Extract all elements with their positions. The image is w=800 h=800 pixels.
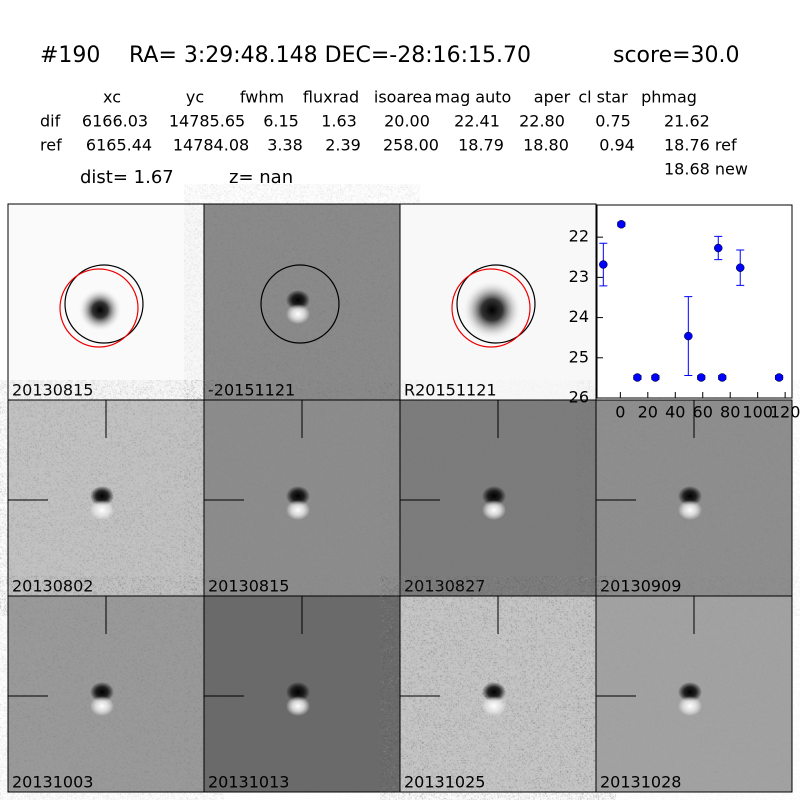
y-tick-label: 24: [569, 307, 589, 326]
panel-label: 20131025: [404, 773, 485, 792]
dipole-dark: [90, 682, 114, 702]
data-point: [774, 373, 784, 382]
data-point: [617, 220, 626, 229]
data-point: [735, 263, 745, 272]
x-tick-label: 100: [742, 403, 773, 422]
source: [78, 288, 122, 332]
panel-border: [595, 595, 793, 793]
data-point: [633, 373, 642, 382]
panel-label: 20131003: [12, 773, 93, 792]
cell: 2.39: [325, 136, 361, 155]
y-tick-label: 23: [569, 267, 589, 286]
data-point: [684, 331, 693, 341]
dipole-light: [90, 500, 114, 520]
dipole-dark: [286, 290, 310, 310]
cell: 14785.65: [169, 112, 245, 131]
panel-label: 20130827: [404, 577, 485, 596]
aperture-ref: [59, 268, 139, 348]
object-id: #190: [40, 43, 100, 68]
x-tick-label: 40: [665, 403, 685, 422]
data-point: [651, 373, 660, 382]
y-tick-label: 22: [569, 227, 589, 246]
dipole-dark: [482, 682, 506, 702]
score: score=30.0: [613, 43, 740, 68]
aperture-ref: [451, 268, 531, 348]
chart-bg: [596, 204, 793, 399]
dipole-light: [678, 696, 702, 716]
phmag-new: 18.68 new: [664, 160, 748, 179]
z: z= nan: [229, 167, 293, 188]
cell: 0.94: [599, 136, 635, 155]
x-tick-label: 60: [693, 403, 713, 422]
cell: 20.00: [384, 112, 430, 131]
x-tick-label: 0: [615, 403, 625, 422]
panel-label: 20130802: [12, 577, 93, 596]
dipole-dark: [286, 682, 310, 702]
dist: dist= 1.67: [80, 167, 174, 188]
column-header: phmag: [641, 88, 697, 107]
cell: 1.63: [321, 112, 357, 131]
cell: 14784.08: [173, 136, 249, 155]
panel-label: 20130815: [12, 381, 93, 400]
cell: 6.15: [263, 112, 299, 131]
panel-label: 20131028: [600, 773, 681, 792]
dipole-light: [90, 696, 114, 716]
dipole-light: [482, 696, 506, 716]
dipole-light: [286, 696, 310, 716]
panel-label: 20130815: [208, 577, 289, 596]
cell: 3.38: [267, 136, 303, 155]
cell: 21.62: [664, 112, 710, 131]
dipole-light: [286, 304, 310, 324]
cell: 22.41: [454, 112, 500, 131]
dipole-dark: [90, 486, 114, 506]
aperture: [260, 264, 340, 344]
source: [462, 280, 522, 340]
y-tick-label: 25: [569, 347, 589, 366]
cell: 18.76 ref: [664, 136, 737, 155]
y-tick-label: 26: [569, 388, 589, 407]
dipole-dark: [678, 486, 702, 506]
row-label: dif: [40, 112, 61, 131]
cell: 6166.03: [82, 112, 148, 131]
data-point: [717, 373, 727, 382]
cell: 18.80: [523, 136, 569, 155]
data-point: [696, 373, 706, 382]
row-label: ref: [40, 136, 62, 155]
panel-label: -20151121: [208, 381, 295, 400]
data-point: [599, 260, 608, 269]
column-header: fwhm: [240, 88, 284, 107]
column-header: isoarea: [374, 88, 432, 107]
data-point: [714, 243, 723, 253]
column-header: yc: [186, 88, 204, 107]
cell: 258.00: [383, 136, 439, 155]
dipole-dark: [482, 486, 506, 506]
panel-label: R20151121: [404, 381, 497, 400]
column-header: fluxrad: [303, 88, 359, 107]
panel-label: 20130909: [600, 577, 681, 596]
aperture: [456, 264, 536, 344]
panel-label: 20131013: [208, 773, 289, 792]
content: xc yc fwhm fluxrad isoarea mag auto aper cl sta…: [7, 88, 800, 793]
x-tick-label: 20: [638, 403, 658, 422]
cell: 6165.44: [86, 136, 152, 155]
cell: 18.79: [458, 136, 504, 155]
coordinates: RA= 3:29:48.148 DEC=-28:16:15.70: [129, 43, 531, 68]
aperture: [64, 264, 144, 344]
column-header: aper: [534, 88, 571, 107]
cell: 22.80: [519, 112, 565, 131]
column-header: xc: [103, 88, 121, 107]
column-header: cl star: [578, 88, 628, 107]
dipole-dark: [678, 682, 702, 702]
x-tick-label: 120: [770, 403, 800, 422]
cell: 0.75: [595, 112, 631, 131]
x-tick-label: 80: [720, 403, 740, 422]
column-header: mag auto: [435, 88, 512, 107]
dipole-light: [286, 500, 310, 520]
dipole-dark: [286, 486, 310, 506]
dipole-light: [482, 500, 506, 520]
dipole-light: [678, 500, 702, 520]
